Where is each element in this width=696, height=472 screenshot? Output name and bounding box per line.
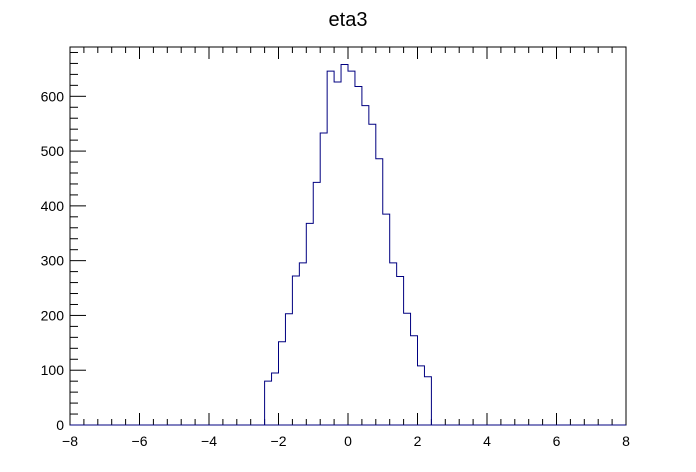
histogram-bin — [383, 214, 390, 425]
y-tick-label: 100 — [41, 362, 65, 378]
x-tick-label: −4 — [201, 433, 217, 449]
histogram-bin — [355, 86, 362, 425]
x-tick-label: 8 — [622, 433, 630, 449]
y-tick-label: 200 — [41, 307, 65, 323]
x-tick-label: −6 — [132, 433, 148, 449]
histogram-bin — [418, 366, 425, 425]
histogram-bin — [313, 182, 320, 425]
y-tick-label: 0 — [56, 417, 64, 433]
histogram-series — [70, 64, 626, 426]
y-tick-label: 300 — [41, 253, 65, 269]
histogram-bin — [306, 223, 313, 425]
y-tick-label: 600 — [41, 88, 65, 104]
histogram-bin — [327, 71, 334, 425]
histogram-bin — [390, 263, 397, 425]
chart-title: eta3 — [329, 9, 368, 31]
histogram-bin — [334, 82, 341, 425]
histogram-bin — [362, 106, 369, 425]
x-tick-label: 4 — [483, 433, 491, 449]
histogram-bin — [279, 342, 286, 425]
histogram-bin — [299, 263, 306, 425]
histogram-bin — [397, 277, 404, 425]
x-tick-label: 2 — [414, 433, 422, 449]
histogram-bin — [320, 133, 327, 425]
histogram-bin — [369, 124, 376, 425]
histogram-outline — [264, 64, 432, 425]
x-tick-label: −2 — [271, 433, 287, 449]
histogram-bin — [376, 159, 383, 425]
x-tick-label: 6 — [553, 433, 561, 449]
histogram-bin — [424, 377, 431, 425]
histogram-bin — [285, 314, 292, 425]
x-tick-label: −8 — [62, 433, 78, 449]
histogram-bin — [265, 381, 272, 425]
plot-frame — [69, 46, 627, 426]
y-tick-label: 500 — [41, 143, 65, 159]
histogram-bin — [411, 336, 418, 425]
histogram-bin — [272, 373, 279, 425]
histogram-bin — [404, 313, 411, 425]
histogram-bin — [348, 71, 355, 425]
x-tick-label: 0 — [344, 433, 352, 449]
histogram-bin — [292, 276, 299, 425]
histogram-bin — [341, 65, 348, 425]
axes: −8 −6 −4 −2 0 2 4 6 8 0 100 200 300 400 500 600 — [41, 47, 630, 449]
y-tick-label: 400 — [41, 198, 65, 214]
